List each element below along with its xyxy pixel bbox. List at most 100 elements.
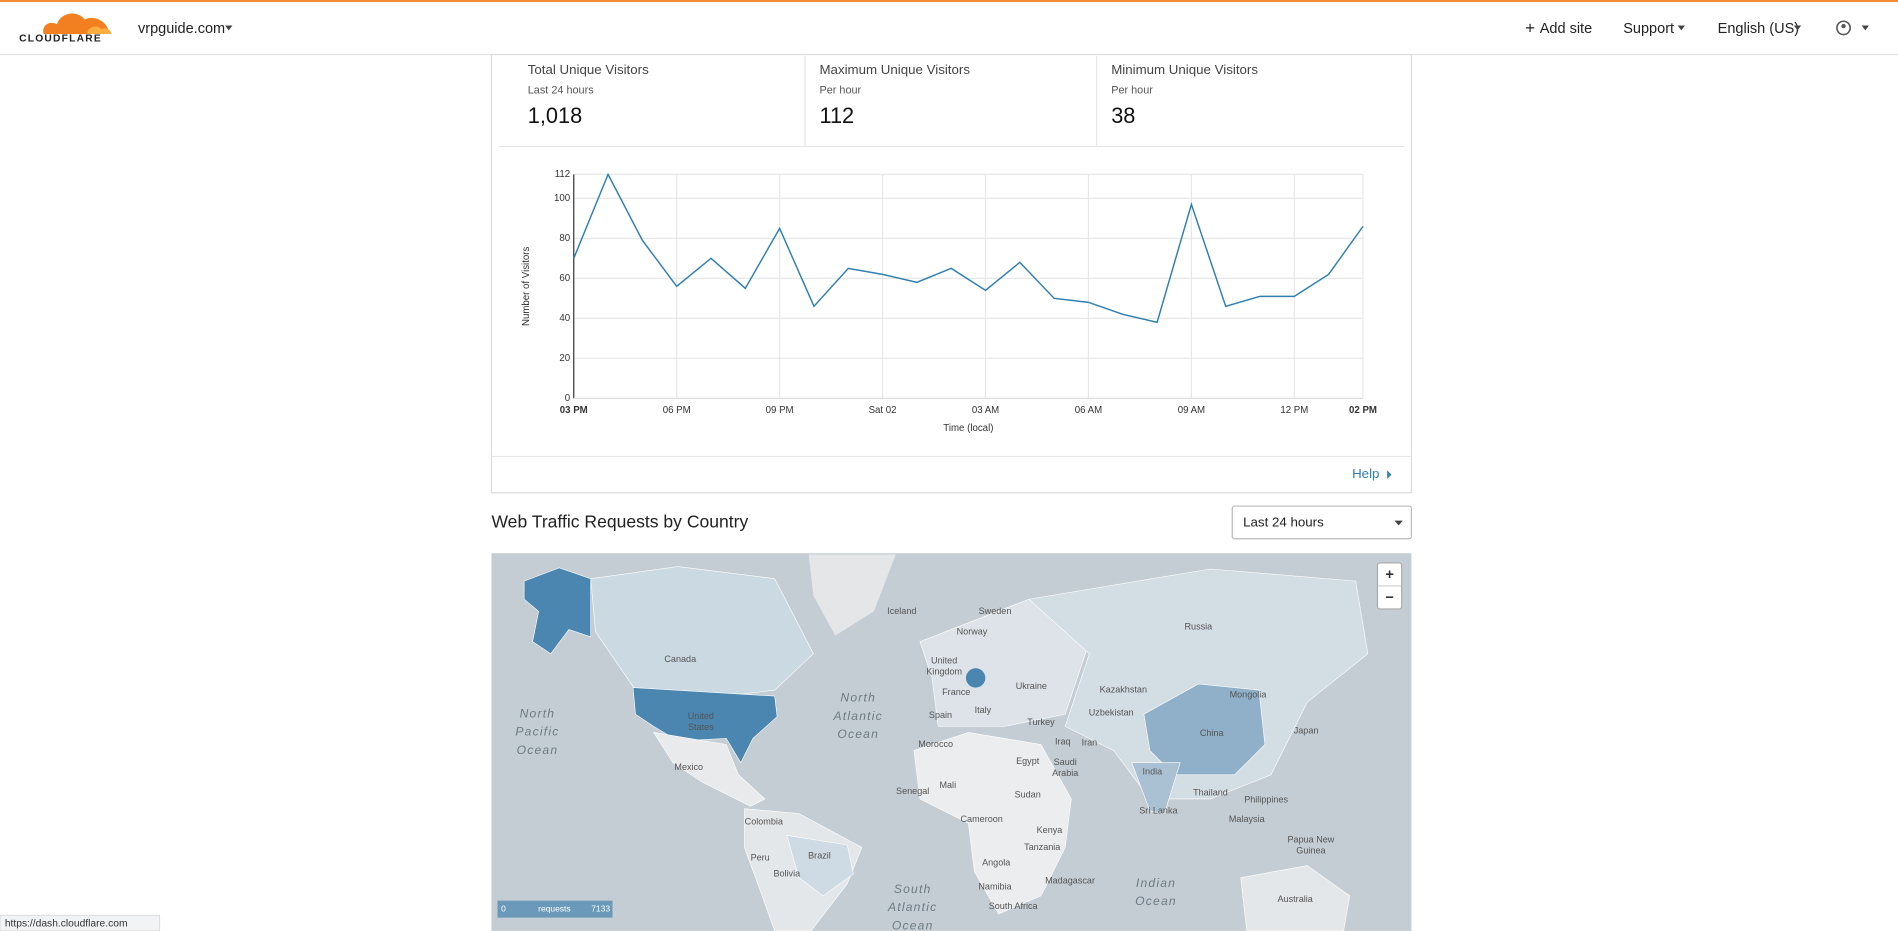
- nav-language[interactable]: English (US): [1718, 21, 1799, 37]
- y-tick-label: 0: [565, 393, 570, 404]
- legend-min: 0: [501, 903, 506, 913]
- map-label: Angola: [982, 858, 1011, 868]
- map-label: North: [840, 691, 876, 705]
- map-label: Guinea: [1296, 845, 1326, 855]
- country-shape: [913, 732, 1072, 915]
- map-label: Peru: [751, 853, 770, 863]
- header: [0, 0, 1898, 55]
- map-label: South: [894, 882, 932, 896]
- map-label: Mexico: [674, 762, 703, 772]
- map-label: United: [688, 711, 714, 721]
- y-tick-label: 40: [559, 313, 570, 324]
- line: [573, 172, 1364, 324]
- map-label: Mongolia: [1230, 689, 1268, 699]
- map-label: Ocean: [517, 743, 559, 757]
- help-link[interactable]: Help: [1352, 466, 1379, 481]
- status-url: https://dash.cloudflare.com: [5, 918, 128, 929]
- map-label: Egypt: [1016, 756, 1040, 766]
- map-label: Senegal: [896, 786, 929, 796]
- country-shape: [1240, 865, 1350, 931]
- zoom-in[interactable]: +: [1385, 567, 1393, 583]
- map-label: States: [688, 722, 714, 732]
- map-label: United: [931, 655, 957, 665]
- map-label: Morocco: [918, 739, 953, 749]
- x-tick-label: 06 PM: [663, 405, 691, 416]
- map-label: Kingdom: [926, 666, 962, 676]
- map-label: Bolivia: [773, 868, 801, 878]
- stat-subtitle: Per hour: [819, 85, 861, 97]
- zoom-out[interactable]: −: [1385, 590, 1393, 606]
- y-tick-label: 80: [559, 233, 570, 244]
- help-arrow: [1387, 470, 1392, 479]
- x-tick-label: Sat 02: [869, 405, 897, 416]
- stat-value: 38: [1111, 103, 1135, 128]
- map-label: Sweden: [979, 606, 1012, 616]
- map-label: France: [942, 687, 970, 697]
- country-shape: [523, 567, 592, 655]
- map-label: Mali: [939, 780, 956, 790]
- y-tick-label: 112: [555, 169, 570, 180]
- map-label: Ocean: [892, 918, 934, 931]
- map-label: Sudan: [1015, 790, 1041, 800]
- x-tick-label: 03 PM: [560, 405, 588, 416]
- map-label: Australia: [1278, 894, 1314, 904]
- map-label: Madagascar: [1045, 876, 1095, 886]
- map-label: Malaysia: [1229, 814, 1266, 824]
- section-title: Web Traffic Requests by Country: [491, 512, 748, 532]
- stat-title: Total Unique Visitors: [528, 62, 649, 77]
- map-label: Brazil: [808, 850, 831, 860]
- range-select[interactable]: [1231, 505, 1413, 540]
- map-label: Atlantic: [833, 709, 883, 723]
- map-label: Ukraine: [1016, 681, 1047, 691]
- x-tick-label: 03 AM: [972, 405, 999, 416]
- map-label: Atlantic: [887, 900, 937, 914]
- y-tick-label: 20: [559, 353, 570, 364]
- nav-add-site[interactable]: Add site: [1540, 21, 1592, 37]
- map-label: Uzbekistan: [1089, 707, 1134, 717]
- user-menu[interactable]: [1836, 20, 1869, 36]
- map-legend: [497, 900, 613, 918]
- map-label: South Africa: [989, 901, 1039, 911]
- map-label: Spain: [929, 710, 952, 720]
- legend-label: requests: [538, 903, 570, 913]
- map-label: Ocean: [1135, 894, 1177, 908]
- x-tick-label: 12 PM: [1280, 405, 1308, 416]
- caret: [1394, 520, 1403, 526]
- map-labels: CanadaUnitedStatesMexicoNorthPacificOcea…: [515, 606, 1334, 931]
- country-shape: [786, 834, 854, 897]
- domain-select[interactable]: vrpguide.com: [138, 21, 225, 37]
- country-shape: [653, 731, 766, 807]
- range-select-text: Last 24 hours: [1243, 515, 1324, 530]
- x-tick-label: 02 PM: [1349, 405, 1377, 416]
- map-label: Saudi: [1054, 757, 1077, 767]
- y-tick-label: 100: [554, 193, 570, 204]
- map-label: Namibia: [978, 882, 1012, 892]
- country-shape: [965, 668, 986, 688]
- caret: [1677, 25, 1685, 31]
- map-label: India: [1143, 767, 1164, 777]
- nav-support[interactable]: Support: [1623, 21, 1674, 37]
- x-axis-label: Time (local): [943, 423, 993, 434]
- map-label: Arabia: [1052, 768, 1079, 778]
- world-map[interactable]: CanadaUnitedStatesMexicoNorthPacificOcea…: [491, 553, 1412, 931]
- x-tick-label: 09 AM: [1178, 405, 1205, 416]
- map-label: Cameroon: [961, 814, 1003, 824]
- x-tick-label: 09 PM: [766, 405, 794, 416]
- y-tick-label: 60: [559, 273, 570, 284]
- stat-subtitle: Last 24 hours: [528, 85, 594, 97]
- logo[interactable]: CLOUDFLARE: [19, 13, 112, 45]
- map-label: Thailand: [1193, 787, 1228, 797]
- map-label: Iran: [1082, 738, 1098, 748]
- map-label: North: [520, 706, 556, 720]
- logo-text: CLOUDFLARE: [19, 34, 102, 45]
- map-label: Sri Lanka: [1139, 805, 1178, 815]
- stat-subtitle: Per hour: [1111, 85, 1153, 97]
- map-label: Kazakhstan: [1100, 684, 1147, 694]
- country-shape: [632, 687, 778, 764]
- map-label: Indian: [1136, 876, 1176, 890]
- caret: [1861, 25, 1869, 31]
- user-icon: [1836, 20, 1851, 36]
- map-label: Japan: [1294, 726, 1319, 736]
- map-label: China: [1200, 728, 1225, 738]
- map-label: Iraq: [1055, 736, 1071, 746]
